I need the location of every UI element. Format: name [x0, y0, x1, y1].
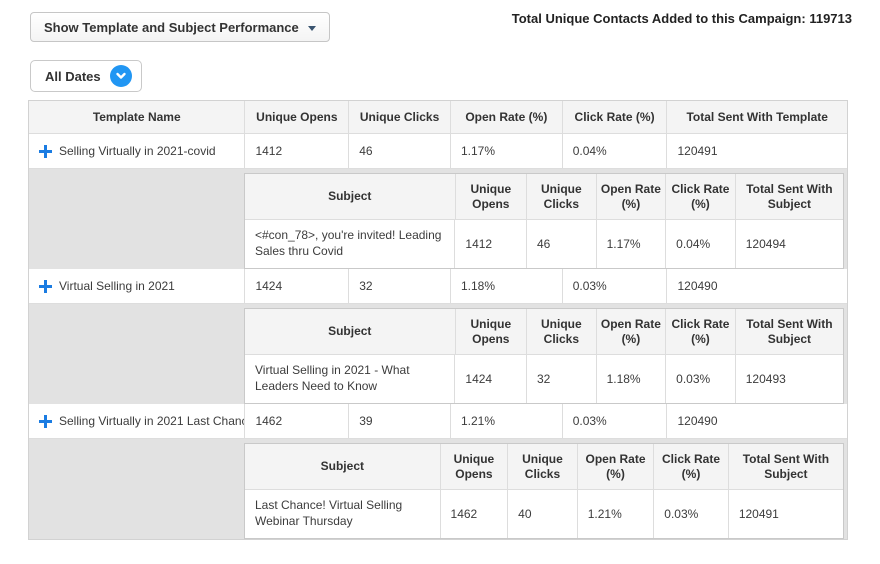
performance-table: Template Name Unique Opens Unique Clicks…: [28, 100, 848, 540]
subject-column-header-unique-opens: Unique Opens: [456, 174, 528, 219]
subject-unique-clicks-cell: 46: [527, 220, 597, 268]
subject-row: Last Chance! Virtual Selling Webinar Thu…: [245, 490, 843, 538]
subject-total-sent-cell: 120493: [745, 372, 786, 386]
subject-open-rate-cell: 1.21%: [578, 490, 655, 538]
open-rate-cell: 1.21%: [451, 404, 563, 438]
subject-column-header-total-sent: Total Sent With Subject: [746, 182, 833, 211]
table-header-row: Template Name Unique Opens Unique Clicks…: [29, 101, 847, 134]
expand-plus-icon[interactable]: [39, 144, 52, 158]
template-row: Selling Virtually in 2021-covid 1412 46 …: [29, 134, 847, 169]
unique-clicks-cell: 46: [349, 134, 451, 168]
expand-plus-icon[interactable]: [39, 279, 52, 293]
subject-table: Subject Unique Opens Unique Clicks Open …: [244, 308, 844, 404]
template-row: Selling Virtually in 2021 Last Chance 14…: [29, 404, 847, 439]
subject-unique-clicks-cell: 40: [508, 490, 578, 538]
subject-unique-clicks-cell: 32: [527, 355, 597, 403]
open-rate-cell: 1.17%: [451, 134, 563, 168]
total-contacts-summary: Total Unique Contacts Added to this Camp…: [512, 11, 852, 26]
template-name: Selling Virtually in 2021 Last Chance: [59, 414, 246, 428]
subject-total-sent-cell: 120494: [745, 237, 786, 251]
view-selector-dropdown[interactable]: Show Template and Subject Performance: [30, 12, 330, 42]
date-filter-button[interactable]: All Dates: [30, 60, 142, 92]
expand-plus-icon[interactable]: [39, 414, 52, 428]
subject-header-row: Subject Unique Opens Unique Clicks Open …: [245, 444, 843, 490]
subject-column-header-unique-opens: Unique Opens: [456, 309, 528, 354]
subject-text-cell: Virtual Selling in 2021 - What Leaders N…: [245, 355, 456, 403]
subject-column-header-unique-opens: Unique Opens: [441, 444, 509, 489]
column-header-unique-opens: Unique Opens: [245, 101, 350, 133]
subject-click-rate-cell: 0.03%: [666, 355, 736, 403]
open-rate-cell: 1.18%: [451, 269, 563, 303]
chevron-down-circle-icon[interactable]: [109, 65, 132, 87]
subject-unique-opens-cell: 1424: [455, 355, 527, 403]
subject-column-header-unique-clicks: Unique Clicks: [527, 309, 597, 354]
total-sent-cell: 120490: [677, 414, 718, 428]
subject-table: Subject Unique Opens Unique Clicks Open …: [244, 173, 844, 269]
subject-column-header-click-rate: Click Rate (%): [666, 174, 736, 219]
subject-column-header-click-rate: Click Rate (%): [666, 309, 736, 354]
view-selector-label: Show Template and Subject Performance: [44, 19, 299, 35]
subject-column-header-total-sent: Total Sent With Subject: [742, 452, 830, 481]
template-name: Selling Virtually in 2021-covid: [59, 144, 216, 158]
subject-column-header-click-rate: Click Rate (%): [654, 444, 729, 489]
template-name-cell: Virtual Selling in 2021: [29, 269, 246, 303]
unique-opens-cell: 1424: [245, 269, 350, 303]
subject-column-header-unique-clicks: Unique Clicks: [508, 444, 578, 489]
caret-down-icon: [307, 25, 316, 31]
column-header-click-rate: Click Rate (%): [563, 101, 668, 133]
subject-column-header-subject: Subject: [245, 174, 456, 219]
unique-opens-cell: 1462: [245, 404, 350, 438]
subject-column-header-open-rate: Open Rate (%): [597, 309, 667, 354]
subject-column-header-open-rate: Open Rate (%): [578, 444, 655, 489]
subject-column-header-open-rate: Open Rate (%): [597, 174, 667, 219]
unique-clicks-cell: 32: [349, 269, 451, 303]
subject-total-sent-cell: 120491: [738, 507, 779, 521]
click-rate-cell: 0.03%: [563, 269, 668, 303]
template-row: Virtual Selling in 2021 1424 32 1.18% 0.…: [29, 269, 847, 304]
subject-unique-opens-cell: 1462: [441, 490, 509, 538]
subject-click-rate-cell: 0.04%: [666, 220, 736, 268]
total-sent-cell: 120491: [677, 144, 718, 158]
column-header-unique-clicks: Unique Clicks: [349, 101, 451, 133]
subject-text-cell: Last Chance! Virtual Selling Webinar Thu…: [245, 490, 441, 538]
total-contacts-value: 119713: [809, 11, 852, 26]
subject-table: Subject Unique Opens Unique Clicks Open …: [244, 443, 844, 539]
unique-opens-cell: 1412: [245, 134, 350, 168]
subject-breakdown-panel: Subject Unique Opens Unique Clicks Open …: [29, 304, 847, 404]
subject-open-rate-cell: 1.17%: [597, 220, 667, 268]
template-name-cell: Selling Virtually in 2021 Last Chance: [29, 404, 246, 438]
subject-column-header-unique-clicks: Unique Clicks: [527, 174, 597, 219]
subject-header-row: Subject Unique Opens Unique Clicks Open …: [245, 174, 843, 220]
subject-row: <#con_78>, you're invited! Leading Sales…: [245, 220, 843, 268]
template-name: Virtual Selling in 2021: [59, 279, 175, 293]
click-rate-cell: 0.03%: [563, 404, 668, 438]
subject-row: Virtual Selling in 2021 - What Leaders N…: [245, 355, 843, 403]
subject-breakdown-panel: Subject Unique Opens Unique Clicks Open …: [29, 169, 847, 269]
total-sent-cell: 120490: [677, 279, 718, 293]
total-contacts-label: Total Unique Contacts Added to this Camp…: [511, 11, 806, 26]
column-header-open-rate: Open Rate (%): [451, 101, 563, 133]
subject-text-cell: <#con_78>, you're invited! Leading Sales…: [245, 220, 456, 268]
date-filter-label: All Dates: [45, 68, 101, 84]
subject-breakdown-panel: Subject Unique Opens Unique Clicks Open …: [29, 439, 847, 539]
subject-header-row: Subject Unique Opens Unique Clicks Open …: [245, 309, 843, 355]
column-header-total-sent: Total Sent With Template: [686, 109, 828, 124]
subject-click-rate-cell: 0.03%: [654, 490, 729, 538]
subject-column-header-subject: Subject: [245, 444, 441, 489]
column-header-template-name: Template Name: [29, 101, 246, 133]
subject-open-rate-cell: 1.18%: [597, 355, 667, 403]
click-rate-cell: 0.04%: [563, 134, 668, 168]
template-name-cell: Selling Virtually in 2021-covid: [29, 134, 246, 168]
subject-column-header-total-sent: Total Sent With Subject: [746, 317, 833, 346]
subject-column-header-subject: Subject: [245, 309, 456, 354]
subject-unique-opens-cell: 1412: [455, 220, 527, 268]
unique-clicks-cell: 39: [349, 404, 451, 438]
